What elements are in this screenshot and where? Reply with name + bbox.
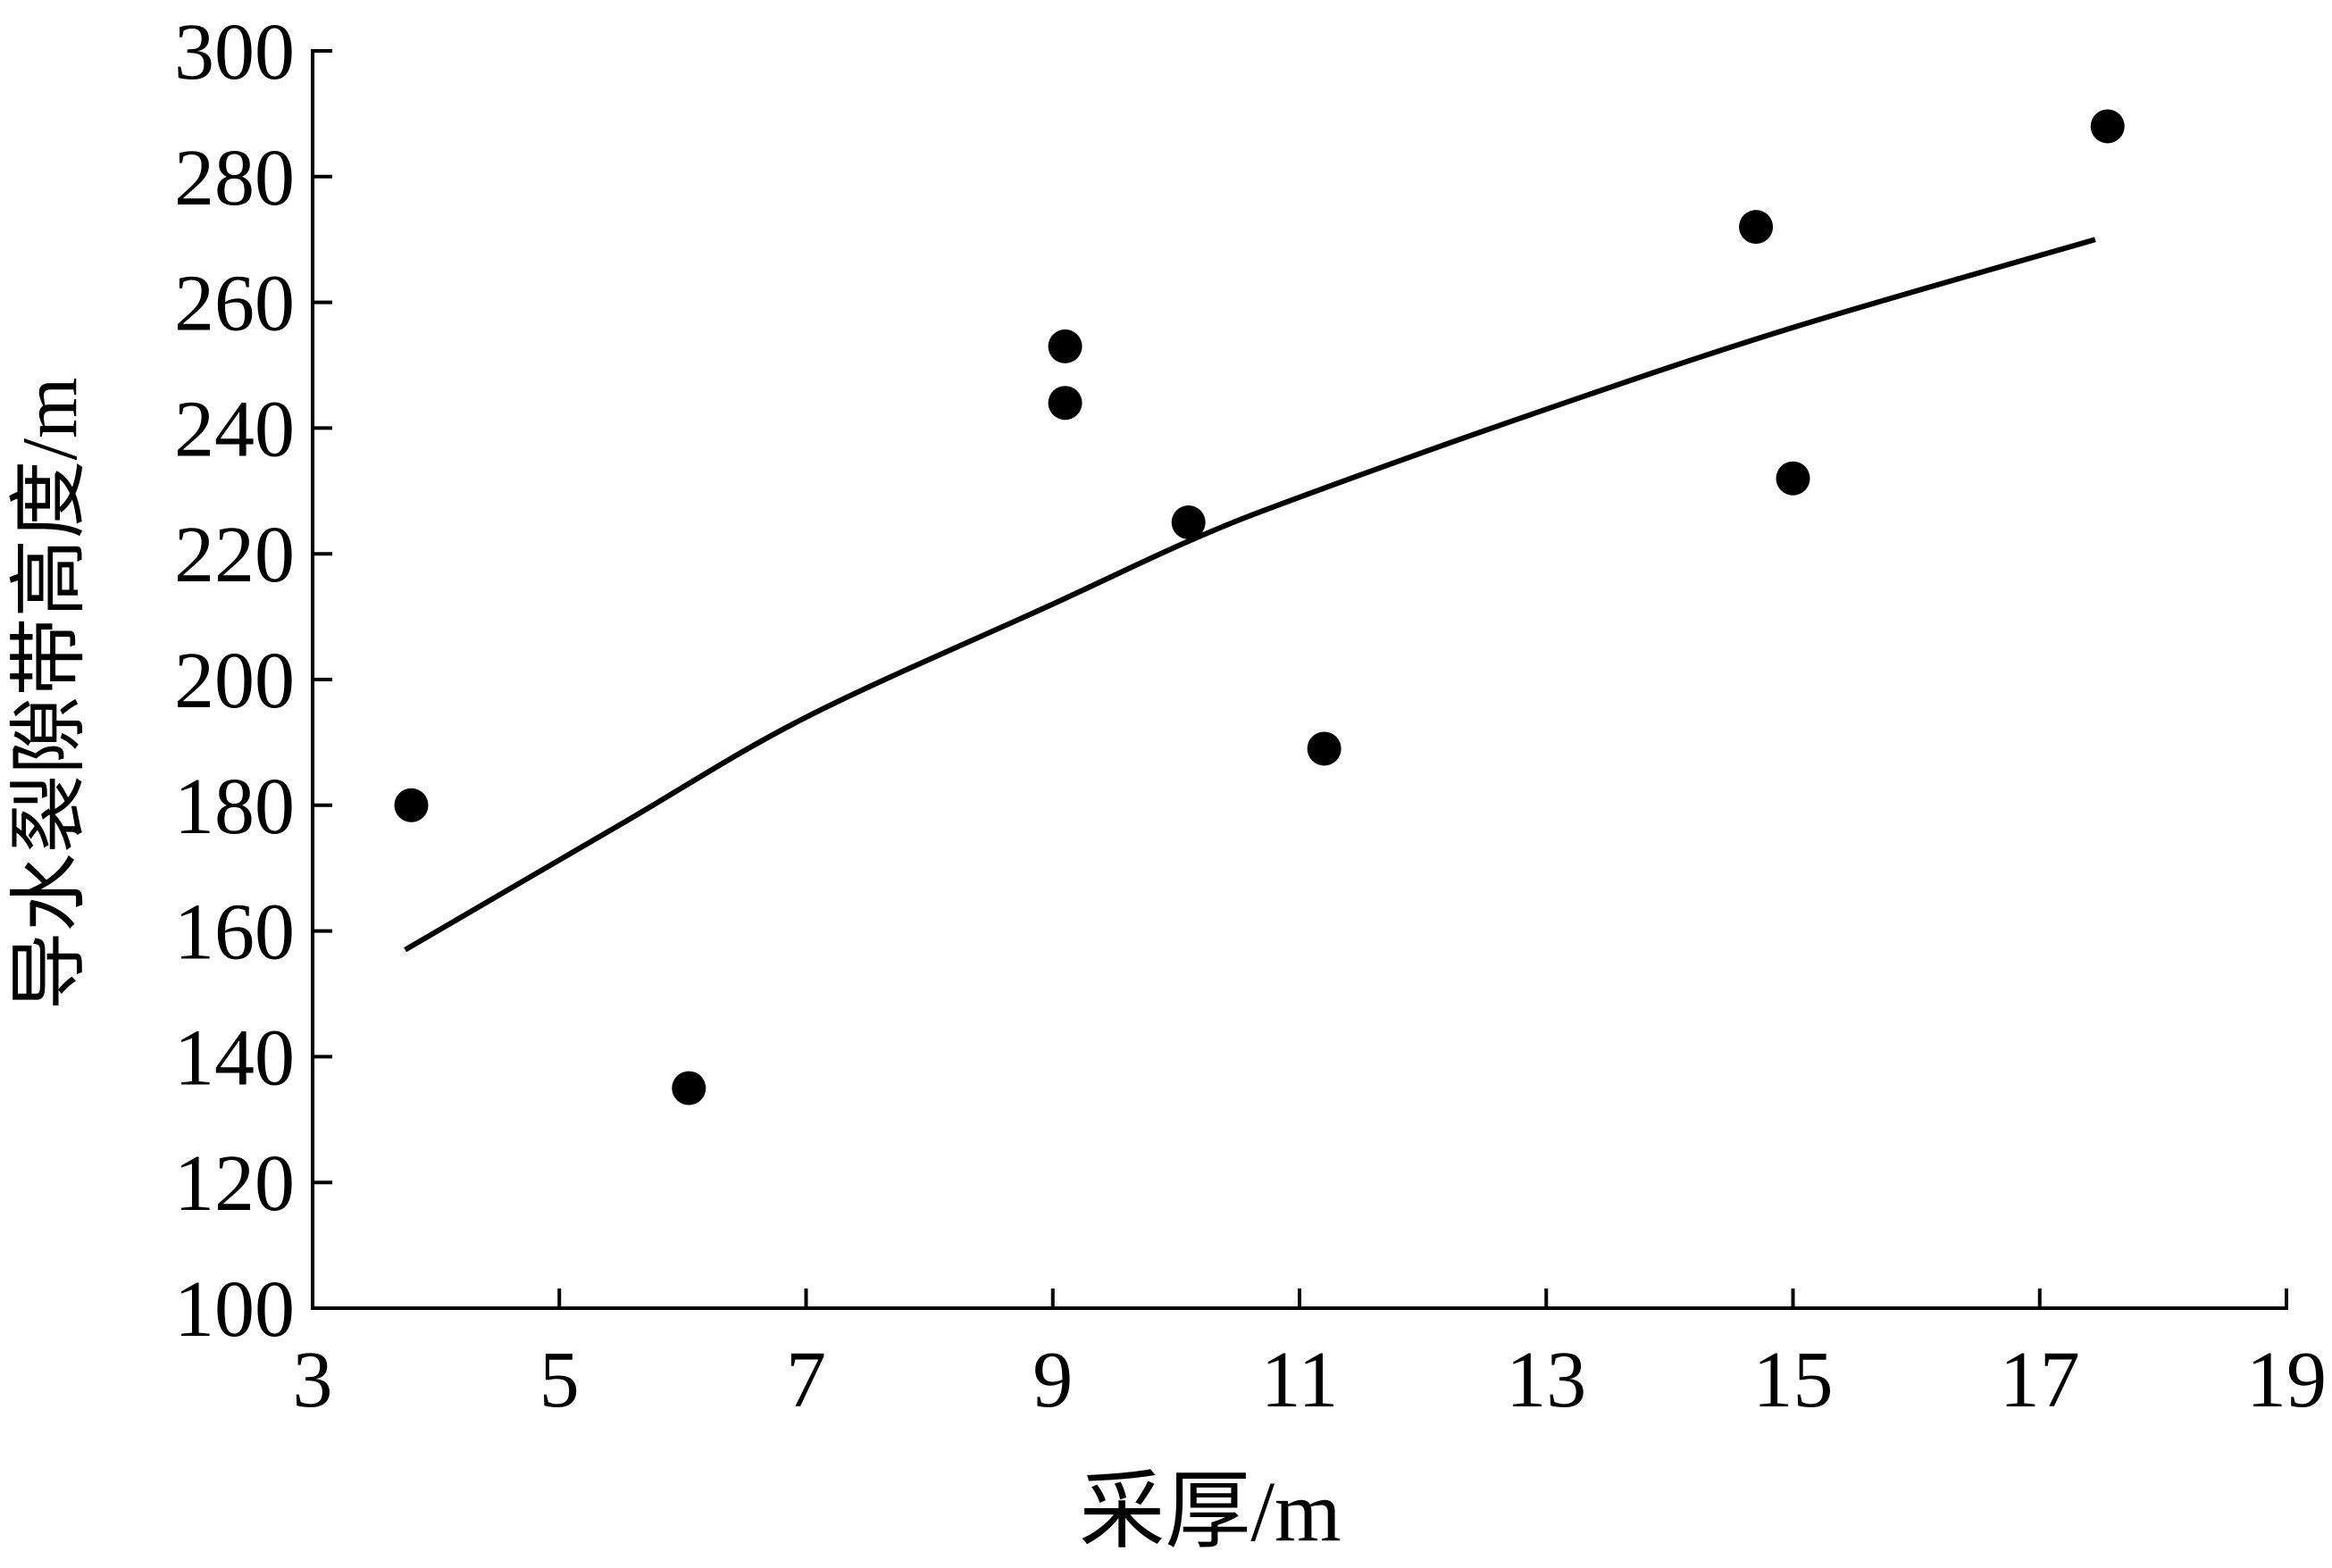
y-axis-ticks: 100 120 140 160 180 200 220 240 260 280 300 [174, 8, 332, 1354]
data-point [1739, 210, 1774, 245]
y-tick-label: 220 [174, 511, 295, 599]
y-tick-label: 100 [174, 1265, 295, 1354]
data-point [2090, 109, 2125, 144]
x-tick-label: 7 [786, 1336, 826, 1424]
x-tick-label: 15 [1753, 1336, 1834, 1424]
y-tick-label: 240 [174, 385, 295, 473]
data-points [394, 109, 2125, 1105]
data-point [394, 788, 429, 822]
data-point [1307, 731, 1342, 766]
y-tick-label: 300 [174, 8, 295, 96]
x-axis-ticks: 3 5 7 9 11 13 15 17 19 [293, 1289, 2327, 1424]
fit-curve [404, 237, 2096, 953]
y-axis-label: 导水裂隙带高度/m [7, 378, 94, 1011]
y-tick-label: 160 [174, 888, 295, 977]
y-tick-label: 280 [174, 134, 295, 222]
data-point [1048, 329, 1082, 363]
x-tick-label: 5 [539, 1336, 580, 1424]
data-point [1048, 386, 1082, 421]
y-tick-label: 260 [174, 260, 295, 348]
data-point [672, 1071, 706, 1105]
y-tick-label: 140 [174, 1013, 295, 1102]
data-point [1776, 461, 1810, 496]
y-tick-label: 120 [174, 1139, 295, 1228]
y-tick-label: 200 [174, 637, 295, 725]
fit-curve-layer [404, 237, 2096, 953]
axes [311, 49, 2288, 1310]
y-tick-label: 180 [174, 763, 295, 851]
data-point [1171, 505, 1206, 539]
x-tick-label: 17 [2000, 1336, 2080, 1424]
x-tick-label: 9 [1032, 1336, 1073, 1424]
x-tick-label: 19 [2246, 1336, 2327, 1424]
x-tick-label: 13 [1506, 1336, 1586, 1424]
x-tick-label: 3 [293, 1336, 333, 1424]
x-axis-label: 采厚/m [1079, 1464, 1341, 1559]
x-tick-label: 11 [1261, 1336, 1339, 1424]
